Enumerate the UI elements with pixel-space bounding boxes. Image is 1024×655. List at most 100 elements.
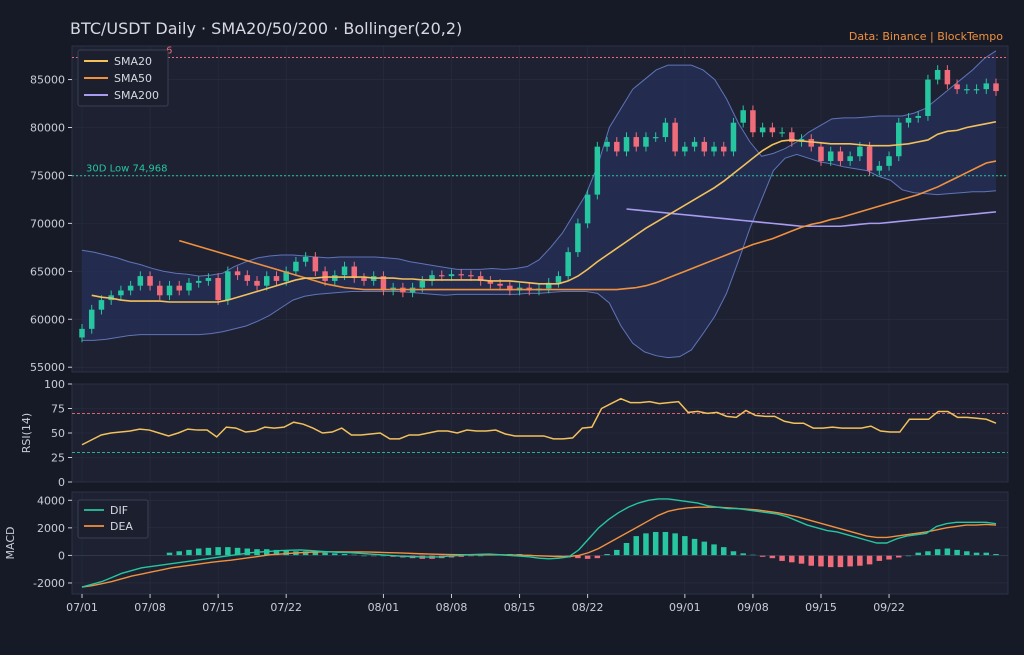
macd-histogram-bar	[896, 555, 902, 558]
candle-body	[157, 285, 163, 296]
candle-body	[118, 290, 124, 296]
y-tick-label: 75	[51, 403, 65, 416]
macd-histogram-bar	[944, 548, 951, 556]
macd-histogram-bar	[623, 543, 630, 556]
y-tick-label: 70000	[30, 217, 65, 230]
macd-histogram-bar	[341, 554, 348, 556]
reference-line-label: 6	[166, 46, 172, 57]
macd-histogram-bar	[302, 551, 309, 556]
candle-body	[934, 69, 941, 80]
legend-label: DEA	[110, 520, 133, 533]
macd-histogram-bar	[652, 531, 659, 556]
candle-body	[964, 89, 970, 91]
macd-histogram-bar	[468, 555, 474, 557]
y-tick-label: 4000	[37, 494, 65, 507]
candle-body	[448, 274, 455, 277]
y-tick-label: 80000	[30, 122, 65, 135]
macd-histogram-bar	[789, 555, 795, 563]
legend-label: SMA20	[114, 55, 152, 68]
x-tick-label: 07/01	[66, 601, 98, 614]
macd-histogram-bar	[186, 549, 192, 556]
macd-histogram-bar	[584, 555, 591, 559]
candle-body	[954, 84, 960, 90]
candle-body	[789, 132, 795, 142]
x-tick-label: 08/15	[504, 601, 536, 614]
x-tick-label: 07/08	[134, 601, 166, 614]
candle-body	[730, 122, 737, 152]
y-tick-label: -2000	[33, 577, 65, 590]
x-tick-label: 08/08	[436, 601, 468, 614]
candle-body	[225, 271, 231, 301]
macd-histogram-bar	[273, 549, 280, 556]
macd-histogram-bar	[215, 547, 221, 556]
candle-body	[293, 261, 299, 272]
candle-body	[575, 223, 581, 253]
candle-body	[633, 137, 639, 147]
candle-body	[195, 280, 202, 283]
chart-title: BTC/USDT Daily · SMA20/50/200 · Bollinge…	[70, 19, 462, 38]
macd-histogram-bar	[370, 555, 377, 557]
candle-body	[750, 110, 756, 133]
macd-histogram-bar	[827, 555, 834, 568]
y-tick-label: 85000	[30, 74, 65, 87]
candle-body	[808, 139, 815, 147]
candle-body	[866, 146, 873, 171]
candle-body	[691, 141, 698, 147]
candle-body	[205, 278, 212, 281]
macd-histogram-bar	[711, 544, 717, 556]
candle-body	[147, 276, 153, 286]
candle-body	[876, 165, 883, 171]
candle-body	[361, 278, 367, 281]
candle-body	[915, 115, 921, 118]
legend-label: SMA200	[114, 89, 159, 102]
dea-line	[81, 506, 997, 588]
x-tick-label: 07/15	[202, 601, 234, 614]
y-tick-label: 55000	[30, 361, 65, 374]
candle-body	[507, 285, 513, 291]
macd-histogram-bar	[176, 551, 182, 556]
candle-body	[701, 141, 708, 152]
candle-body	[487, 280, 494, 284]
macd-histogram-bar	[818, 555, 824, 567]
candle-body	[944, 69, 951, 85]
candle-body	[458, 274, 464, 276]
candle-body	[682, 146, 688, 152]
candle-body	[886, 156, 892, 166]
candle-body	[905, 117, 912, 123]
macd-histogram-bar	[682, 536, 688, 556]
y-tick-label: 60000	[30, 313, 65, 326]
candle-body	[584, 194, 591, 224]
candle-body	[652, 137, 659, 139]
macd-histogram-bar	[322, 552, 328, 556]
sma20-line	[91, 120, 997, 303]
macd-histogram-bar	[759, 555, 766, 557]
candle-body	[720, 146, 727, 152]
data-source-label: Data: Binance | BlockTempo	[849, 30, 1003, 43]
candle-body	[711, 146, 717, 152]
candle-body	[419, 280, 426, 288]
macd-histogram-bar	[993, 554, 999, 556]
legend-label: SMA50	[114, 72, 152, 85]
candle-body	[254, 280, 260, 286]
candle-body	[176, 285, 182, 291]
candle-body	[186, 282, 192, 291]
candle-body	[79, 328, 85, 338]
macd-histogram-bar	[876, 555, 883, 561]
y-tick-label: 100	[44, 378, 65, 391]
macd-panel	[71, 491, 1009, 595]
macd-histogram-bar	[779, 555, 785, 561]
macd-histogram-bar	[730, 551, 737, 556]
candle-body	[545, 282, 552, 289]
candle-body	[380, 276, 387, 291]
candle-body	[273, 276, 280, 281]
macd-histogram-bar	[798, 555, 805, 564]
price-legend	[77, 49, 169, 107]
candle-body	[497, 283, 503, 286]
candle-body	[983, 83, 990, 90]
candle-body	[166, 285, 173, 296]
macd-histogram-bar	[925, 551, 931, 556]
candle-body	[88, 309, 95, 329]
candle-body	[769, 127, 776, 133]
candle-body	[847, 156, 853, 162]
